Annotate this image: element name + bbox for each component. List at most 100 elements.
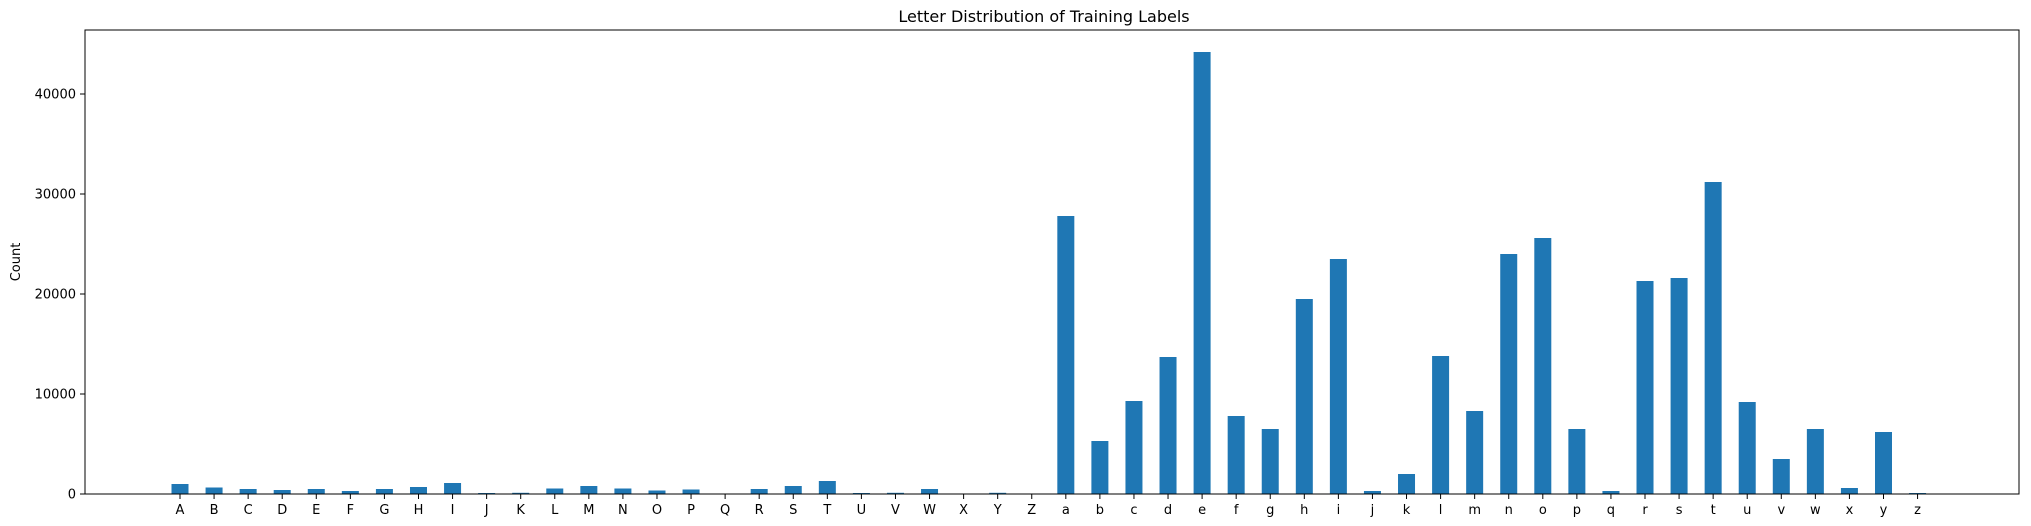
- x-tick-label: a: [1062, 503, 1070, 518]
- x-tick-label: E: [312, 503, 320, 518]
- bar-i: [1329, 259, 1347, 494]
- x-tick-label: Y: [993, 503, 1002, 518]
- bar-p: [1568, 429, 1586, 494]
- bar-j: [1363, 491, 1381, 494]
- x-tick-label: z: [1914, 503, 1921, 518]
- bar-l: [1432, 356, 1450, 494]
- bar-G: [375, 489, 393, 494]
- bar-v: [1772, 459, 1790, 494]
- y-axis-label: Count: [9, 243, 24, 282]
- bar-I: [444, 483, 462, 494]
- x-tick-label: U: [857, 503, 867, 518]
- bar-b: [1091, 441, 1109, 494]
- bar-M: [580, 486, 598, 494]
- bar-O: [648, 490, 666, 494]
- bar-C: [239, 489, 257, 494]
- bar-h: [1295, 299, 1313, 494]
- bar-E: [307, 489, 325, 494]
- x-tick-label: O: [652, 503, 662, 518]
- bar-a: [1057, 216, 1075, 494]
- bar-R: [750, 489, 768, 494]
- bar-m: [1466, 411, 1484, 494]
- x-tick-label: Q: [720, 503, 730, 518]
- x-tick-label: w: [1810, 503, 1821, 518]
- bar-L: [546, 488, 564, 494]
- x-tick-label: N: [618, 503, 628, 518]
- x-tick-label: m: [1468, 503, 1481, 518]
- x-tick-label: r: [1642, 503, 1648, 518]
- bar-T: [818, 481, 836, 494]
- x-tick-label: S: [789, 503, 797, 518]
- x-tick-label: I: [451, 503, 455, 518]
- x-tick-label: B: [210, 503, 219, 518]
- x-tick-label: b: [1096, 503, 1104, 518]
- x-tick-label: V: [891, 503, 900, 518]
- bar-k: [1398, 474, 1416, 494]
- x-tick-label: c: [1130, 503, 1137, 518]
- bar-s: [1670, 278, 1688, 494]
- bar-x: [1840, 488, 1858, 494]
- bar-S: [784, 486, 802, 494]
- bar-r: [1636, 281, 1654, 494]
- x-tick-label: h: [1300, 503, 1308, 518]
- bar-P: [682, 489, 700, 494]
- bar-f: [1227, 416, 1245, 494]
- bar-F: [341, 491, 359, 494]
- x-tick-label: y: [1880, 503, 1888, 518]
- x-tick-label: F: [347, 503, 354, 518]
- bar-y: [1875, 432, 1892, 494]
- bar-K: [512, 492, 530, 494]
- x-tick-label: t: [1711, 503, 1716, 518]
- bar-q: [1602, 491, 1620, 494]
- x-tick-label: g: [1266, 503, 1274, 518]
- bar-V: [886, 492, 904, 494]
- bar-N: [614, 488, 632, 494]
- bar-t: [1704, 182, 1722, 494]
- y-tick-label: 20000: [35, 288, 76, 303]
- x-tick-label: C: [244, 503, 253, 518]
- bar-u: [1738, 402, 1756, 494]
- x-tick-label: W: [923, 503, 936, 518]
- bar-D: [273, 490, 291, 494]
- bar-o: [1534, 238, 1552, 494]
- x-tick-label: v: [1777, 503, 1785, 518]
- bar-B: [205, 487, 223, 494]
- bar-W: [921, 489, 939, 494]
- x-tick-label: T: [822, 503, 831, 518]
- x-tick-label: H: [414, 503, 424, 518]
- x-tick-label: A: [176, 503, 185, 518]
- y-tick-label: 30000: [35, 188, 76, 203]
- x-tick-label: Z: [1027, 503, 1036, 518]
- x-tick-label: o: [1539, 503, 1547, 518]
- y-axis-ticks: 0 10000 20000 30000 40000: [35, 88, 85, 503]
- bar-n: [1500, 254, 1518, 494]
- x-tick-label: M: [583, 503, 594, 518]
- bar-w: [1806, 429, 1824, 494]
- x-tick-label: x: [1846, 503, 1854, 518]
- x-tick-label: s: [1676, 503, 1683, 518]
- x-tick-label: L: [551, 503, 559, 518]
- x-tick-label: k: [1403, 503, 1411, 518]
- x-tick-label: R: [755, 503, 764, 518]
- x-tick-label: l: [1439, 503, 1443, 518]
- x-tick-label: i: [1337, 503, 1341, 518]
- bar-Y: [989, 492, 1007, 494]
- x-tick-label: X: [959, 503, 968, 518]
- bar-e: [1193, 52, 1211, 494]
- x-tick-label: K: [516, 503, 525, 518]
- x-tick-label: q: [1607, 503, 1615, 518]
- x-tick-label: j: [1370, 503, 1375, 518]
- x-tick-label: P: [687, 503, 695, 518]
- x-tick-label: J: [484, 503, 489, 518]
- x-tick-label: e: [1198, 503, 1206, 518]
- bar-H: [409, 487, 427, 494]
- x-tick-label: d: [1164, 503, 1172, 518]
- y-tick-label: 0: [68, 488, 76, 503]
- x-tick-label: p: [1573, 503, 1581, 518]
- x-tick-label: D: [277, 503, 287, 518]
- x-tick-label: G: [379, 503, 389, 518]
- x-tick-label: n: [1505, 503, 1513, 518]
- x-tick-label: u: [1743, 503, 1751, 518]
